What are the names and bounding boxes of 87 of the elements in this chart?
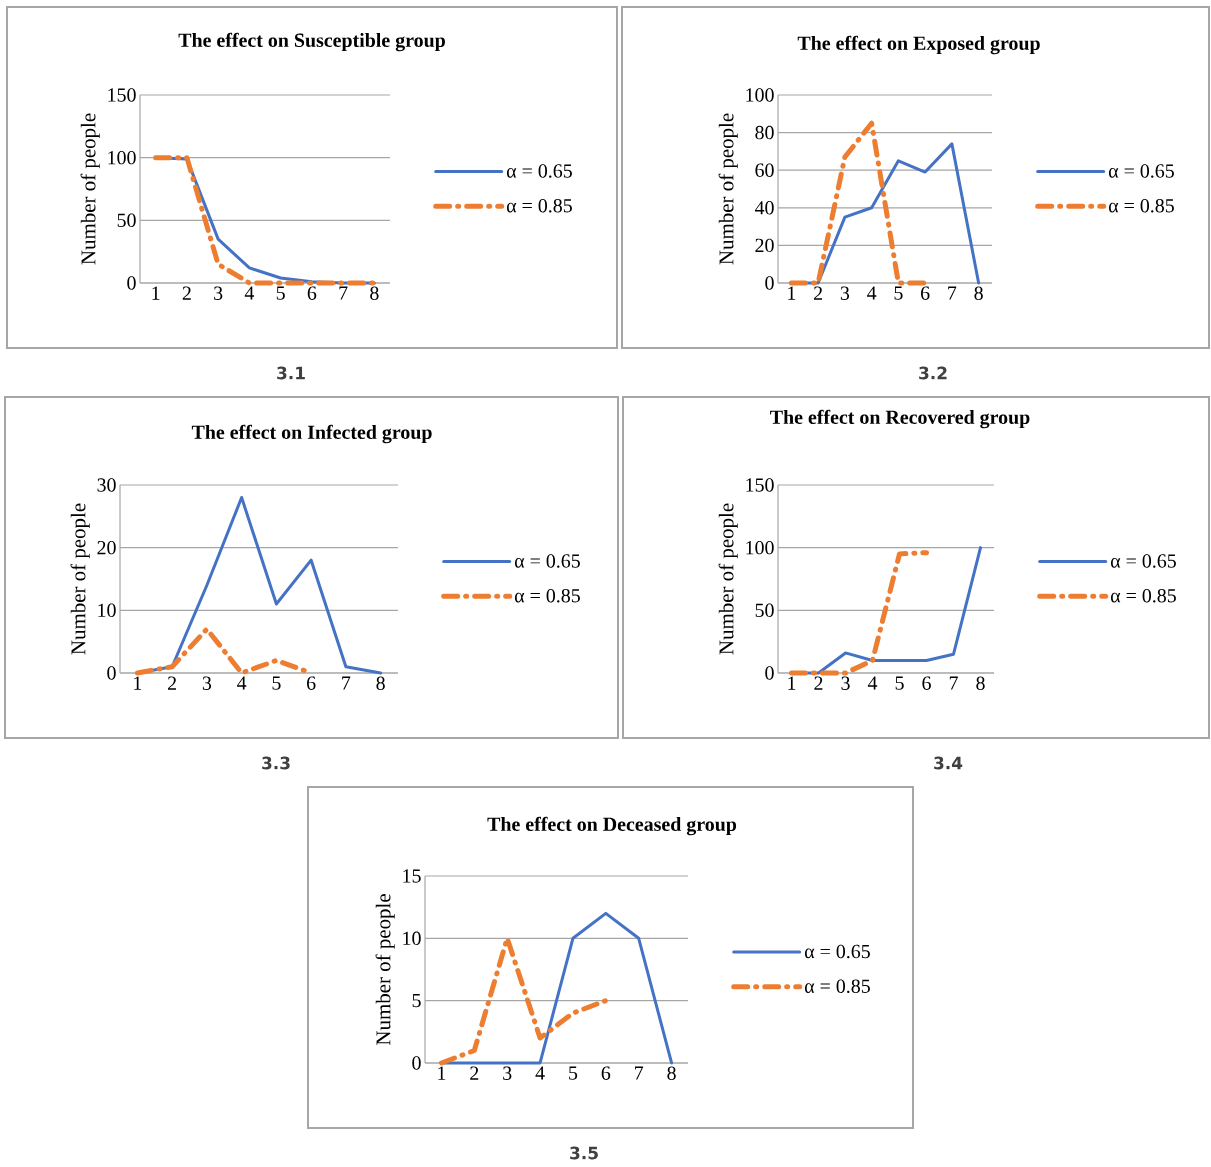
y-tick-label: 0: [412, 1056, 421, 1070]
x-tick-label: 3: [841, 676, 850, 690]
chart-title: The effect on Deceased group: [487, 816, 737, 836]
x-tick-label: 7: [948, 286, 957, 300]
x-tick-label: 4: [535, 1066, 545, 1080]
x-tick-label: 8: [376, 676, 385, 690]
x-tick-label: 2: [182, 286, 191, 300]
y-tick-label: 100: [108, 150, 136, 165]
legend-label: α = 0.65: [514, 554, 580, 568]
y-tick-label: 20: [97, 540, 116, 555]
text: 3.3: [262, 756, 290, 770]
x-tick-label: 5: [276, 286, 285, 300]
text: 3.5: [570, 1146, 598, 1160]
x-tick-label: 4: [237, 676, 247, 690]
x-tick-label: 7: [339, 286, 348, 300]
x-tick-label: 6: [921, 286, 930, 300]
x-tick-label: 7: [342, 676, 351, 690]
legend-label: α = 0.85: [506, 198, 572, 213]
y-tick-label: 15: [403, 869, 421, 883]
x-tick-label: 1: [152, 286, 160, 300]
x-tick-label: 1: [788, 286, 796, 300]
y-tick-label: 20: [755, 238, 774, 253]
legend-label: α = 0.85: [1110, 588, 1176, 603]
chart-title: The effect on Infected group: [191, 424, 432, 444]
y-tick-label: 100: [746, 88, 774, 102]
x-tick-label: 6: [922, 676, 931, 690]
x-tick-label: 7: [949, 676, 958, 690]
legend-label: α = 0.65: [804, 944, 870, 959]
x-tick-label: 8: [667, 1066, 676, 1080]
x-tick-label: 4: [867, 286, 877, 300]
x-tick-label: 2: [814, 676, 823, 690]
legend-label: α = 0.65: [1110, 554, 1176, 568]
x-tick-label: 4: [244, 286, 255, 300]
x-tick-label: 2: [168, 676, 177, 690]
x-tick-label: 4: [867, 676, 878, 690]
text: 3.1: [277, 366, 305, 380]
x-tick-label: 8: [974, 286, 983, 300]
x-tick-label: 5: [894, 286, 903, 300]
legend-label: α = 0.65: [1108, 164, 1174, 178]
y-tick-label: 0: [127, 276, 136, 290]
text: 3.4: [934, 756, 963, 770]
x-tick-label: 8: [370, 286, 379, 300]
x-tick-label: 3: [202, 676, 212, 690]
y-tick-label: 0: [765, 666, 774, 680]
x-tick-label: 2: [814, 286, 823, 300]
x-tick-label: 1: [438, 1066, 446, 1080]
x-tick-label: 1: [788, 676, 796, 690]
legend-label: α = 0.85: [1108, 198, 1174, 213]
y-tick-label: 150: [746, 478, 774, 492]
y-tick-label: 80: [755, 125, 774, 140]
y-axis-title: Number of people: [70, 503, 90, 655]
y-tick-label: 5: [412, 994, 421, 1008]
x-tick-label: 6: [307, 286, 317, 300]
x-tick-label: 5: [272, 676, 281, 690]
x-tick-label: 1: [134, 676, 142, 690]
y-tick-label: 150: [108, 88, 136, 102]
x-tick-label: 6: [307, 676, 316, 690]
y-tick-label: 10: [403, 931, 421, 946]
y-tick-label: 60: [755, 163, 774, 177]
x-tick-label: 2: [470, 1066, 479, 1080]
y-tick-label: 50: [755, 603, 774, 618]
x-tick-label: 8: [976, 676, 985, 690]
y-tick-label: 50: [117, 213, 136, 228]
x-tick-label: 3: [503, 1066, 512, 1080]
y-tick-label: 40: [754, 201, 774, 215]
chart-title: The effect on Exposed group: [797, 35, 1040, 55]
x-tick-label: 3: [840, 286, 850, 300]
legend-label: α = 0.85: [804, 979, 870, 994]
text: 3.2: [919, 366, 947, 380]
x-tick-label: 6: [601, 1066, 611, 1080]
legend-label: α = 0.65: [506, 164, 572, 178]
chart-title: The effect on Recovered group: [770, 409, 1030, 429]
x-tick-label: 5: [895, 676, 904, 690]
y-axis-title: Number of people: [80, 113, 100, 265]
y-axis-title: Number of people: [718, 113, 738, 265]
y-tick-label: 100: [746, 540, 774, 555]
y-tick-label: 10: [98, 603, 116, 618]
y-axis-title: Number of people: [718, 503, 738, 655]
y-tick-label: 0: [765, 276, 774, 290]
chart-title: The effect on Susceptible group: [178, 32, 445, 52]
x-tick-label: 7: [635, 1066, 644, 1080]
legend-label: α = 0.85: [514, 588, 580, 603]
y-axis-title: Number of people: [375, 894, 395, 1045]
y-tick-label: 0: [107, 666, 116, 680]
y-tick-label: 30: [97, 478, 116, 492]
x-tick-label: 5: [569, 1066, 578, 1080]
x-tick-label: 3: [214, 286, 223, 300]
